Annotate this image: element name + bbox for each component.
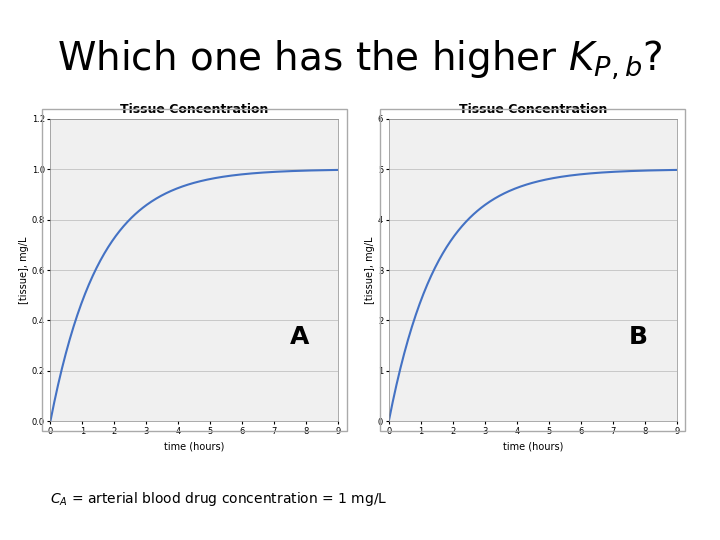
X-axis label: time (hours): time (hours) [164, 441, 225, 451]
X-axis label: time (hours): time (hours) [503, 441, 563, 451]
Title: Tissue Concentration: Tissue Concentration [459, 103, 607, 116]
Text: $C_{A}$ = arterial blood drug concentration = 1 mg/L: $C_{A}$ = arterial blood drug concentrat… [50, 490, 388, 508]
Y-axis label: [tissue], mg/L: [tissue], mg/L [19, 237, 29, 303]
Title: Tissue Concentration: Tissue Concentration [120, 103, 269, 116]
Text: A: A [290, 325, 310, 348]
Text: Which one has the higher $K_{P,b}$?: Which one has the higher $K_{P,b}$? [58, 38, 662, 80]
Text: B: B [629, 325, 648, 348]
Y-axis label: [tissue], mg/L: [tissue], mg/L [365, 237, 375, 303]
